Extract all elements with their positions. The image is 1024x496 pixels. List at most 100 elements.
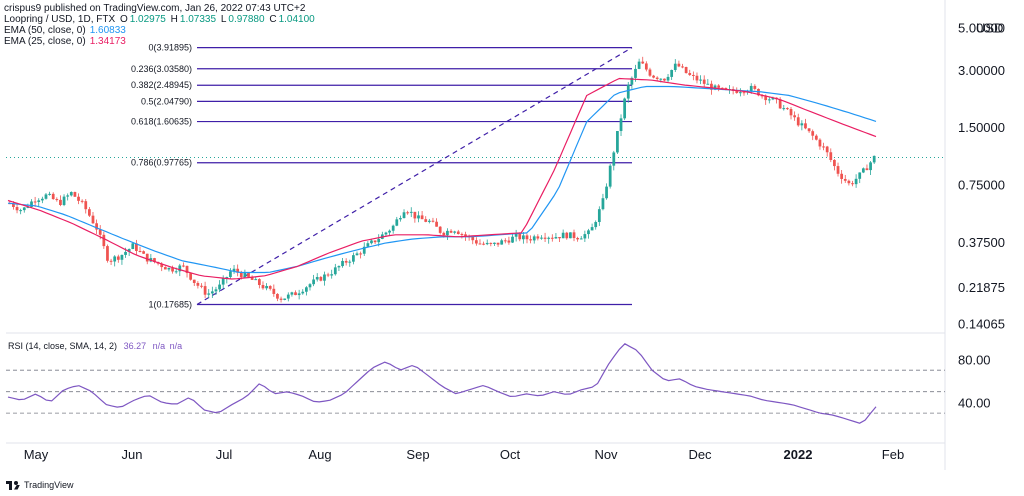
candle-down: [550, 237, 554, 239]
candle-down: [576, 238, 579, 240]
candle-down: [95, 223, 98, 230]
candle-down: [663, 78, 666, 81]
candle-down: [192, 279, 196, 283]
candle-up: [127, 249, 131, 252]
candle-up: [221, 278, 225, 285]
candle-up: [44, 194, 48, 199]
time-tick-label: Nov: [594, 447, 618, 462]
candle-down: [276, 293, 279, 299]
candle-down: [196, 282, 200, 286]
candle-up: [120, 254, 124, 260]
time-tick-label: Sep: [406, 447, 429, 462]
fib-level-label: 0.618(1.60635): [131, 117, 192, 127]
candle-down: [406, 212, 410, 214]
candle-up: [612, 152, 616, 166]
candle-down: [435, 221, 438, 227]
candle-up: [739, 92, 742, 94]
candle-down: [268, 286, 272, 289]
candle-down: [460, 234, 464, 236]
candle-up: [554, 237, 558, 239]
candle-down: [804, 123, 807, 129]
candle-down: [456, 231, 460, 235]
candle-up: [395, 219, 399, 226]
candle-up: [699, 79, 702, 81]
candle-down: [73, 192, 77, 197]
candle-up: [283, 298, 287, 300]
candle-down: [471, 236, 475, 241]
candle-down: [644, 63, 648, 70]
time-tick-label: Jul: [216, 447, 233, 462]
candle-up: [597, 209, 601, 223]
candle-up: [131, 243, 135, 250]
candle-down: [811, 131, 815, 136]
candle-down: [814, 135, 818, 140]
candle-up: [348, 261, 352, 263]
candle-up: [19, 210, 23, 212]
candle-down: [753, 85, 757, 89]
candle-up: [178, 265, 182, 272]
candle-down: [489, 242, 493, 244]
rsi-tick-label: 80.00: [958, 352, 991, 367]
candle-down: [51, 193, 55, 200]
low-value: 0.97880: [228, 14, 265, 25]
candle-up: [861, 168, 865, 173]
candle-up: [522, 235, 525, 240]
candle-down: [796, 117, 800, 126]
candle-up: [330, 274, 334, 276]
fib-trend-line: [196, 47, 633, 305]
rsi-legend: RSI (14, close, SMA, 14, 2) 36.27 n/a n/…: [8, 341, 182, 351]
candle-down: [413, 211, 417, 219]
tradingview-footer: TradingView: [6, 480, 74, 490]
candle-down: [525, 235, 529, 240]
candle-up: [616, 131, 619, 153]
candle-down: [138, 250, 142, 252]
candle-up: [297, 293, 301, 296]
candle-down: [294, 292, 297, 296]
candle-up: [587, 230, 590, 235]
candle-up: [352, 255, 355, 262]
candle-up: [391, 225, 395, 231]
candle-down: [257, 279, 261, 286]
symbol-name: Loopring / USD, 1D, FTX: [4, 14, 116, 25]
candle-up: [370, 240, 373, 244]
candle-down: [478, 243, 482, 245]
candle-up: [594, 222, 598, 228]
fib-level-label: 0.382(2.48945): [131, 80, 192, 90]
rsi-value: 36.27: [123, 341, 147, 351]
candle-down: [655, 77, 659, 79]
candle-down: [543, 237, 547, 239]
candle-up: [48, 193, 51, 195]
candle-down: [247, 272, 250, 277]
candle-down: [279, 298, 283, 300]
candle-up: [485, 242, 489, 245]
candle-down: [236, 268, 240, 273]
candle-up: [514, 233, 518, 237]
candle-down: [474, 240, 478, 244]
candle-up: [782, 108, 786, 110]
candle-up: [869, 162, 872, 171]
candle-down: [789, 109, 793, 116]
candle-up: [174, 271, 178, 273]
candle-up: [500, 240, 504, 245]
rsi-na-2: n/a: [169, 341, 183, 351]
fib-level-label: 0(3.91895): [148, 43, 192, 53]
candle-down: [431, 220, 435, 222]
tradingview-brand: TradingView: [24, 480, 74, 490]
candle-down: [185, 265, 189, 274]
candle-up: [66, 195, 70, 197]
candle-up: [243, 272, 247, 278]
candle-down: [681, 66, 684, 68]
candle-down: [691, 74, 695, 76]
candle-down: [250, 276, 254, 280]
candle-up: [608, 165, 612, 187]
candle-down: [652, 75, 655, 78]
candle-down: [438, 226, 442, 233]
time-tick-label: Jun: [122, 447, 143, 462]
candle-up: [355, 253, 359, 256]
candle-up: [341, 260, 344, 267]
price-tick-label: 5.00000: [958, 20, 1005, 35]
time-tick-label: Oct: [500, 447, 521, 462]
candle-up: [417, 215, 420, 219]
ema50-line: [7, 85, 877, 274]
